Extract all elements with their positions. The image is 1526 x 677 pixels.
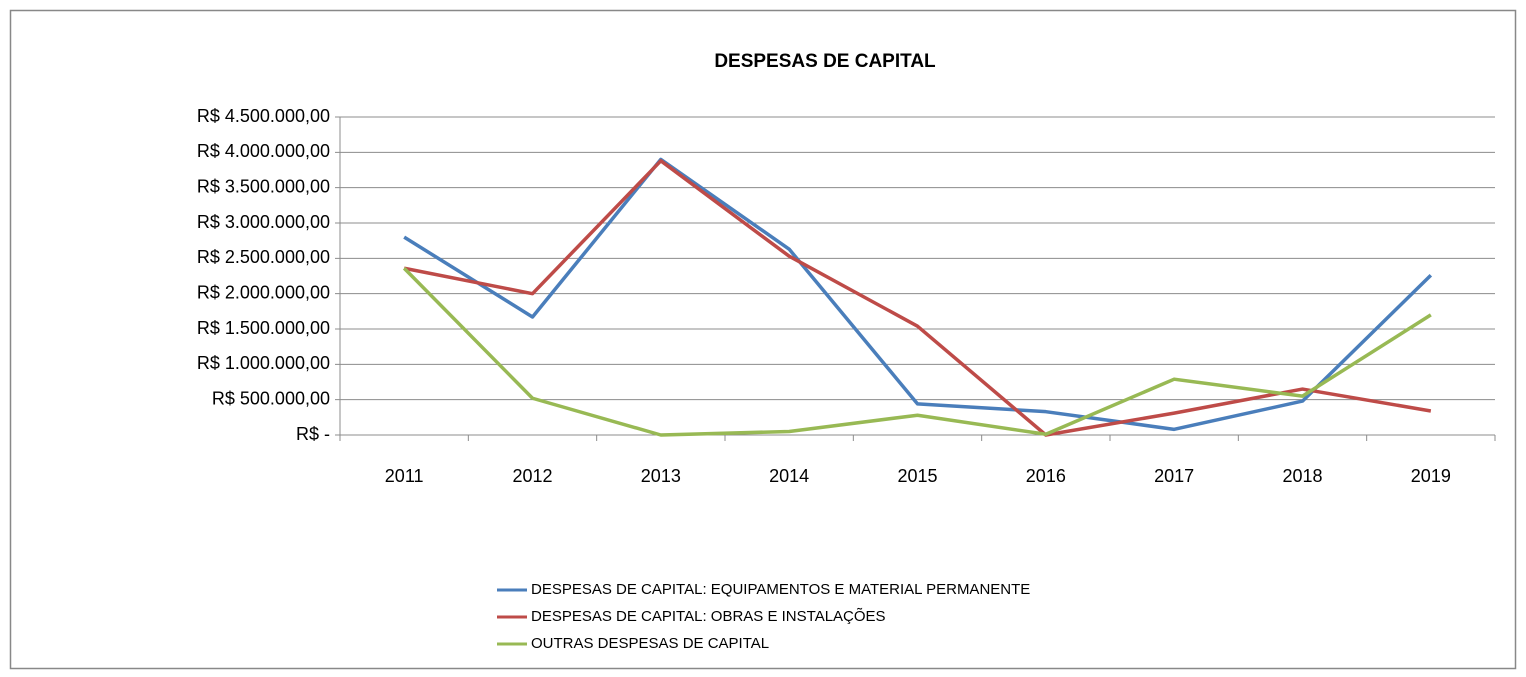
y-tick-label: R$ 2.500.000,00 [197, 247, 330, 267]
legend-label: DESPESAS DE CAPITAL: EQUIPAMENTOS E MATE… [531, 581, 1030, 598]
y-tick-label: R$ 1.000.000,00 [197, 353, 330, 373]
x-tick-label: 2011 [385, 466, 424, 486]
x-tick-label: 2014 [769, 466, 809, 486]
x-tick-label: 2016 [1026, 466, 1066, 486]
x-tick-label: 2019 [1411, 466, 1451, 486]
x-tick-label: 2013 [641, 466, 681, 486]
series-line [403, 157, 1433, 432]
x-tick-label: 2015 [897, 466, 937, 486]
x-tick-label: 2012 [512, 466, 552, 486]
y-tick-label: R$ 4.500.000,00 [197, 106, 330, 126]
series-line [403, 159, 1432, 437]
x-tick-label: 2018 [1282, 466, 1322, 486]
y-tick-label: R$ 2.000.000,00 [197, 282, 330, 302]
y-tick-label: R$ 3.500.000,00 [197, 176, 330, 196]
y-tick-label: R$ 4.000.000,00 [197, 141, 330, 161]
legend-label: OUTRAS DESPESAS DE CAPITAL [531, 635, 769, 652]
y-tick-label: R$ 3.000.000,00 [197, 212, 330, 232]
y-tick-label: R$ 500.000,00 [212, 388, 330, 408]
y-tick-label: R$ - [296, 424, 330, 444]
series-line [402, 266, 1432, 437]
legend-label: DESPESAS DE CAPITAL: OBRAS E INSTALAÇÕES [531, 608, 886, 625]
x-tick-label: 2017 [1154, 466, 1194, 486]
chart-title: DESPESAS DE CAPITAL [714, 51, 936, 72]
y-tick-label: R$ 1.500.000,00 [197, 318, 330, 338]
chart-frame [9, 9, 1517, 670]
